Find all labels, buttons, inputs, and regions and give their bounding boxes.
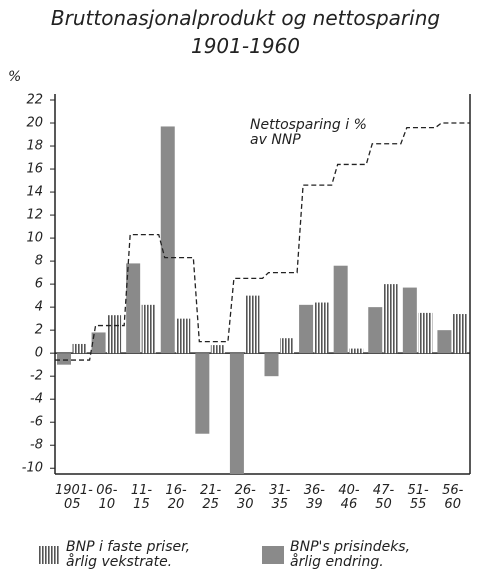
x-tick-label: 56- 60 (442, 483, 464, 512)
x-tick-label: 31- 35 (269, 483, 291, 512)
legend-label: BNP i faste priser, årlig vekstrate. (66, 539, 191, 570)
y-tick-label: 10 (26, 231, 43, 246)
bar (245, 295, 260, 354)
bar (210, 345, 225, 354)
bar (402, 287, 417, 354)
bar (437, 330, 452, 354)
x-tick-label: 16- 20 (165, 483, 187, 512)
x-tick-label: 40- 46 (338, 483, 360, 512)
y-tick-label: 12 (26, 208, 43, 223)
y-tick-label: -6 (30, 415, 43, 430)
bar (195, 353, 210, 434)
y-tick-label: -8 (30, 438, 43, 453)
legend-swatch (262, 546, 284, 564)
bar (280, 338, 294, 354)
y-tick-label: -2 (30, 369, 43, 384)
y-tick-label: 18 (26, 139, 43, 154)
y-tick-label: 2 (35, 323, 43, 338)
legend-label: BNP's prisindeks, årlig endring. (290, 539, 411, 570)
bar (299, 304, 314, 354)
chart-title: Bruttonasjonalprodukt og nettosparing (50, 6, 441, 30)
y-tick-label: -4 (30, 392, 43, 407)
chart-subtitle: 1901-1960 (190, 34, 300, 58)
x-tick-label: 51- 55 (407, 483, 429, 512)
y-tick-label: 14 (26, 185, 43, 200)
x-tick-label: 06- 10 (96, 483, 118, 512)
y-tick-label: 4 (35, 300, 43, 315)
x-tick-label: 26- 30 (234, 483, 256, 512)
x-tick-label: 47- 50 (372, 483, 395, 512)
y-tick-label: 22 (26, 93, 43, 108)
y-tick-label: 8 (35, 254, 43, 269)
bar (57, 353, 71, 365)
bar (333, 265, 348, 354)
bar (141, 304, 156, 354)
bar (264, 353, 279, 377)
y-tick-label: 0 (35, 346, 43, 361)
y-tick-label: -10 (22, 461, 43, 476)
bar (229, 353, 244, 474)
bar (91, 332, 106, 354)
bar (418, 312, 433, 354)
bar (452, 314, 467, 354)
line-label: Nettosparing i % av NNP (250, 117, 367, 148)
bar (349, 348, 364, 354)
y-axis-label: % (8, 69, 22, 85)
y-tick-label: 16 (26, 162, 43, 177)
bar (176, 318, 191, 354)
x-tick-label: 1901- 05 (55, 483, 93, 512)
y-tick-label: 20 (26, 116, 43, 131)
bar (72, 343, 87, 354)
x-tick-label: 11- 15 (130, 483, 153, 512)
line (55, 122, 470, 361)
y-tick-label: 6 (35, 277, 43, 292)
bar (160, 126, 175, 354)
bar (368, 307, 383, 354)
x-tick-label: 21- 25 (200, 483, 222, 512)
bar (126, 263, 141, 354)
x-tick-label: 36- 39 (303, 483, 325, 512)
bar (107, 315, 122, 354)
legend-swatch (38, 546, 60, 564)
bar (314, 302, 329, 354)
bar (383, 284, 398, 354)
